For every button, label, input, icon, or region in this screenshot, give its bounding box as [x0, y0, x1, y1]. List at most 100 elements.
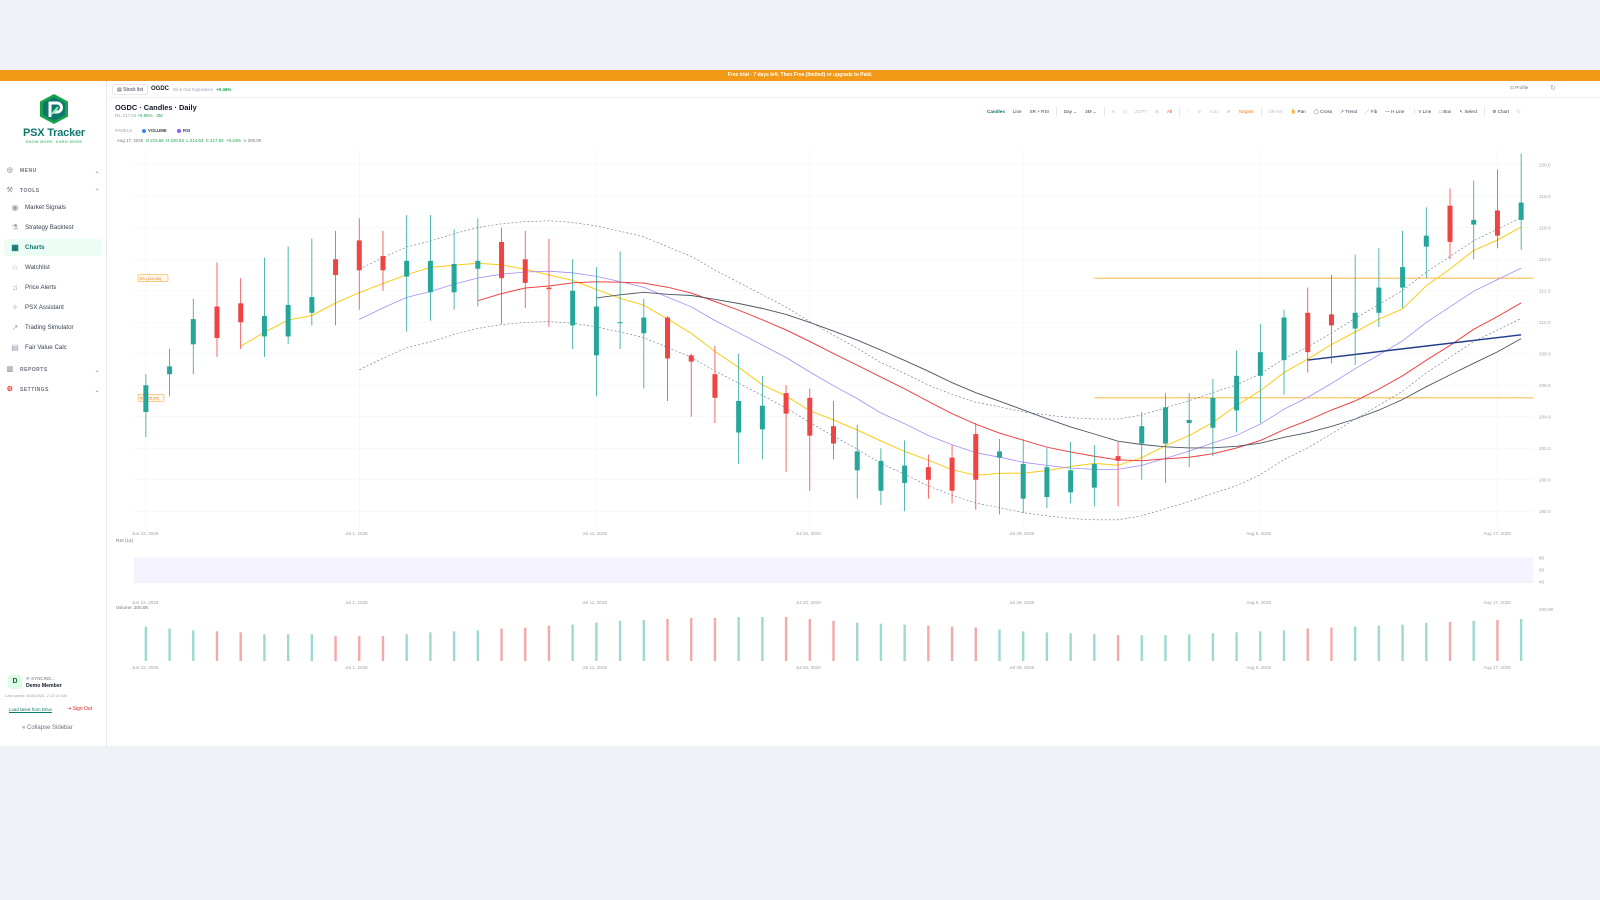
candle-body — [546, 287, 552, 290]
candle-body — [1376, 287, 1382, 313]
trial-banner: Free trial · 7 days left. Then Free (lim… — [0, 70, 1600, 81]
tool-hline[interactable]: — H Line — [1381, 106, 1408, 117]
tool-auto[interactable]: Auto — [1209, 108, 1219, 114]
x-tick-label: Jul 29, 2026 — [1009, 665, 1034, 670]
avatar[interactable]: D — [8, 675, 22, 689]
candle-body — [333, 259, 339, 275]
volume-bar — [642, 619, 646, 661]
sidebar-item-psx-assistant[interactable]: ✧ PSX Assistant — [4, 299, 102, 316]
tool-fib[interactable]: ⋰ Fib — [1361, 106, 1381, 117]
tool-vline[interactable]: ⋮ V Line — [1408, 106, 1435, 117]
candle-body — [1115, 456, 1121, 461]
collapse-sidebar-button[interactable]: « Collapse Sidebar — [22, 725, 73, 731]
interval-select[interactable]: Day ⌄ — [1063, 108, 1078, 114]
panel-toggle-volume[interactable]: VOLUME — [142, 128, 167, 133]
chart-type-line[interactable]: Line — [1012, 108, 1022, 114]
sidebar-item-fair-value-calc[interactable]: ▤ Fair Value Calc — [4, 339, 102, 356]
panel-toggle-rsi[interactable]: RSI — [176, 128, 190, 133]
tool-trend[interactable]: ↗ Trend — [1336, 106, 1361, 117]
nav-section-reports[interactable]: ▥ REPORTS ⌄ — [6, 363, 100, 377]
refresh-icon[interactable]: ↻ — [1550, 85, 1556, 92]
chart-type-candles[interactable]: Candles — [987, 108, 1005, 114]
candle-body — [475, 260, 481, 269]
x-tick-label: Aug 8, 2026 — [1246, 665, 1271, 670]
tool-up[interactable]: ↑ — [1187, 108, 1190, 114]
volume-bar — [856, 622, 859, 661]
sidebar-item-strategy-backtest[interactable]: ⚗ Strategy Backtest — [4, 219, 102, 236]
sidebar-item-trading-simulator[interactable]: ↗ Trading Simulator — [4, 319, 102, 336]
volume-bar — [761, 617, 764, 661]
tool-draw[interactable]: DRAW — [1268, 108, 1283, 114]
toolbar-divider — [1103, 106, 1105, 116]
x-tick-label: Jun 22, 2026 — [132, 531, 159, 536]
panels-bar: PANELS VOLUME RSI — [115, 128, 190, 133]
profile-button[interactable]: ⊡ Profile — [1510, 85, 1529, 90]
sidebar-item-label: Charts — [25, 244, 45, 251]
tool-select[interactable]: ↖ Select — [1455, 106, 1481, 117]
candle-body — [925, 467, 931, 480]
volume-bar — [1045, 632, 1049, 661]
chart-subtitle: Rs. 217.63 +5.55% · 3M — [115, 113, 163, 118]
candle-body — [285, 304, 291, 337]
sign-out-button[interactable]: ⇥ Sign Out — [67, 706, 92, 712]
candle-body — [1494, 210, 1500, 236]
sync-status: ⟳ SYNCING... — [26, 676, 56, 681]
candle-body — [1305, 312, 1311, 353]
sidebar-item-charts[interactable]: ▦ Charts — [4, 239, 102, 256]
tool-frame[interactable]: ⊡ — [1122, 108, 1127, 114]
sign-out-label: Sign Out — [72, 706, 93, 712]
sidebar-item-price-alerts[interactable]: ♫ Price Alerts — [4, 279, 102, 296]
candle-body — [1328, 314, 1334, 326]
sidebar-item-label: Watchlist — [25, 264, 50, 271]
bollinger-upper-line — [359, 217, 1522, 420]
logo[interactable]: PSX Tracker KNOW MORE. EARN MORE — [22, 93, 86, 144]
volume-bar — [1164, 635, 1167, 661]
candle-body — [143, 385, 149, 413]
tool-zopt[interactable]: ZOPT — [1134, 108, 1148, 114]
tool-grid[interactable]: ⊞ — [1155, 108, 1159, 114]
tool-n[interactable]: N — [1111, 108, 1115, 114]
tool-cross[interactable]: ◯ Cross — [1310, 106, 1336, 117]
rsi-level-label: 50 — [1539, 568, 1545, 573]
tool-block[interactable]: ⊘ — [1197, 108, 1202, 114]
candle-body — [238, 303, 244, 323]
candle-body — [949, 457, 955, 491]
tool-pan[interactable]: ✋ Pan — [1286, 106, 1309, 117]
x-tick-label: Jul 20, 2026 — [796, 600, 821, 605]
candle-body — [356, 240, 362, 271]
tool-all[interactable]: All — [1166, 108, 1173, 114]
y-tick-label: 214.0 — [1539, 257, 1551, 262]
candle-body — [404, 260, 410, 277]
reset-icon[interactable]: ↻ — [1516, 108, 1521, 114]
y-tick-label: 210.0 — [1539, 320, 1551, 325]
stock-list-button[interactable]: ▤ Stock list — [112, 84, 149, 95]
sidebar-item-market-signals[interactable]: ◉ Market Signals — [4, 199, 102, 216]
zoom-icon[interactable]: ⊕ — [1226, 108, 1231, 114]
candle-body — [688, 355, 694, 362]
load-latest-link[interactable]: Load latest from Drive — [9, 707, 52, 712]
candle-body — [214, 306, 220, 338]
range-select[interactable]: 3M ⌄ — [1085, 108, 1097, 114]
sync-status-text: SYNCING... — [31, 676, 56, 681]
panel-volume-label: VOLUME — [148, 128, 167, 133]
candle-body — [570, 290, 576, 326]
tool-box[interactable]: □ Box — [1435, 106, 1455, 117]
price-label: Rs. 217.63 — [115, 113, 137, 118]
x-tick-label: Jul 11, 2026 — [582, 665, 607, 670]
price-chart[interactable]: 220.0 218.0 216.0 214.0 212.0 210.0 208.0 206.0… — [108, 81, 1600, 746]
sidebar-item-watchlist[interactable]: ☆ Watchlist — [4, 259, 102, 276]
tool-targets[interactable]: Targets — [1238, 108, 1254, 114]
toolbar-divider — [1055, 106, 1057, 116]
chevron-down-icon: ⌄ — [94, 387, 100, 394]
volume-bar — [500, 628, 503, 661]
volume-bar — [1093, 634, 1096, 661]
chart-menu-button[interactable]: ⚙ Chart — [1488, 106, 1513, 117]
candle-body — [712, 374, 718, 398]
panels-label: PANELS — [115, 128, 133, 133]
chevron-up-icon: ⌃ — [94, 188, 100, 195]
chart-type-sr-rsi[interactable]: SR + RSI — [1029, 108, 1049, 114]
x-tick-label: Aug 17, 2026 — [1483, 665, 1511, 670]
nav-section-tools[interactable]: ⚒ TOOLS ⌃ — [6, 184, 100, 198]
nav-section-menu[interactable]: ◎ MENU ⌄ — [6, 164, 100, 178]
nav-section-settings[interactable]: ⚙ SETTINGS ⌄ — [6, 383, 100, 397]
